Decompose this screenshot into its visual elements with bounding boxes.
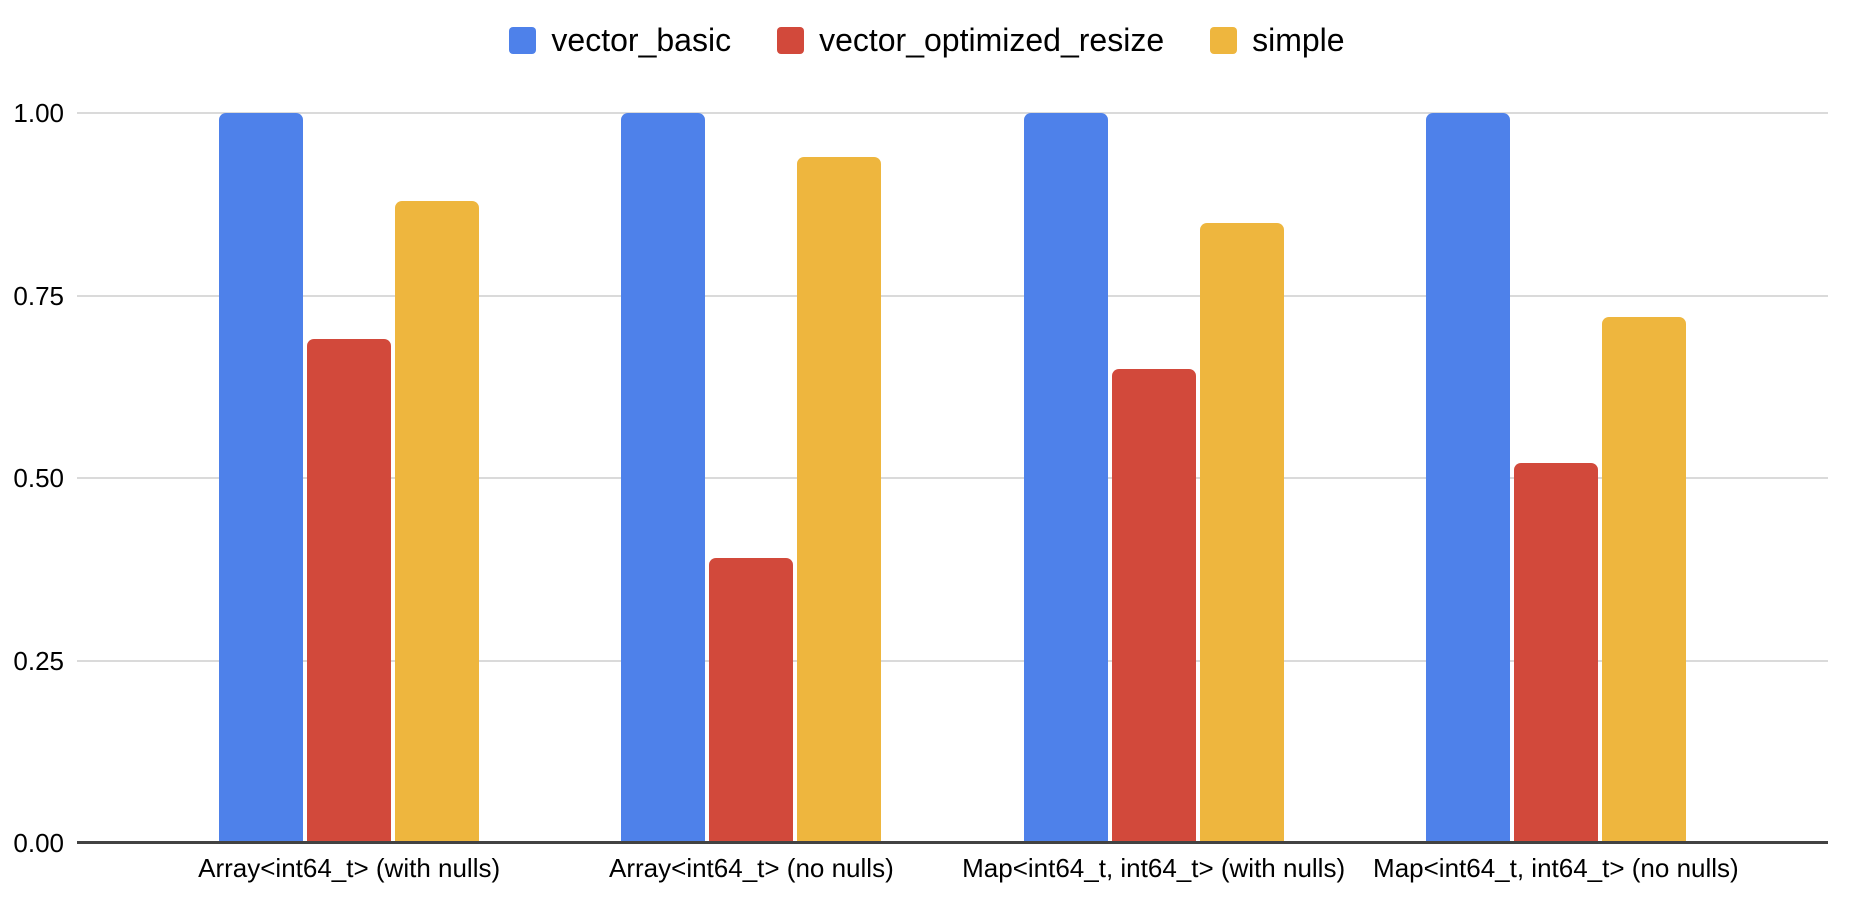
x-axis-category-label: Map<int64_t, int64_t> (with nulls) — [962, 853, 1346, 883]
bar-simple — [395, 200, 480, 843]
legend-swatch-icon — [777, 27, 805, 54]
bar-vector_basic — [219, 113, 304, 843]
x-axis-category-label: Map<int64_t, int64_t> (no nulls) — [1373, 853, 1739, 883]
gridline — [77, 294, 1828, 297]
bar-group — [1023, 113, 1284, 843]
legend-item-vector_optimized_resize: vector_optimized_resize — [777, 22, 1164, 59]
gridline — [77, 659, 1828, 662]
x-axis-category-label: Array<int64_t> (with nulls) — [198, 853, 501, 883]
legend-item-simple: simple — [1210, 22, 1345, 59]
legend-label: vector_optimized_resize — [819, 22, 1165, 58]
plot-area: Array<int64_t> (with nulls) Array<int64_t… — [77, 112, 1828, 883]
y-axis-tick-label: 0.00 — [13, 828, 64, 858]
legend: vector_basic vector_optimized_resize simpl… — [0, 22, 1854, 59]
bar-vector_optimized_resize — [307, 339, 392, 843]
legend-label: simple — [1252, 22, 1345, 58]
y-axis-tick-label: 0.75 — [13, 280, 64, 311]
bar-group — [219, 113, 480, 843]
x-axis-line — [77, 841, 1828, 844]
bar-simple — [1601, 317, 1686, 843]
legend-item-vector_basic: vector_basic — [509, 22, 731, 59]
bar-vector_basic — [1023, 113, 1108, 843]
gridline — [77, 112, 1828, 114]
bar-vector_basic — [621, 113, 706, 843]
bar-vector_optimized_resize — [1513, 463, 1598, 843]
bar-vector_basic — [1425, 113, 1510, 843]
y-axis-tick-label: 1.00 — [13, 98, 64, 128]
bar-group — [621, 113, 882, 843]
legend-label: vector_basic — [551, 22, 732, 58]
legend-swatch-icon — [1210, 27, 1238, 54]
gridline — [77, 477, 1828, 479]
bar-simple — [797, 156, 882, 843]
bar-simple — [1199, 222, 1284, 843]
bar-group — [1425, 113, 1686, 843]
legend-swatch-icon — [509, 27, 537, 54]
y-axis-tick-label: 0.50 — [13, 463, 64, 493]
bar-vector_optimized_resize — [1111, 368, 1196, 843]
bar-vector_optimized_resize — [709, 558, 794, 843]
y-axis-tick-label: 0.25 — [13, 645, 64, 676]
x-axis-category-label: Array<int64_t> (no nulls) — [609, 853, 894, 883]
